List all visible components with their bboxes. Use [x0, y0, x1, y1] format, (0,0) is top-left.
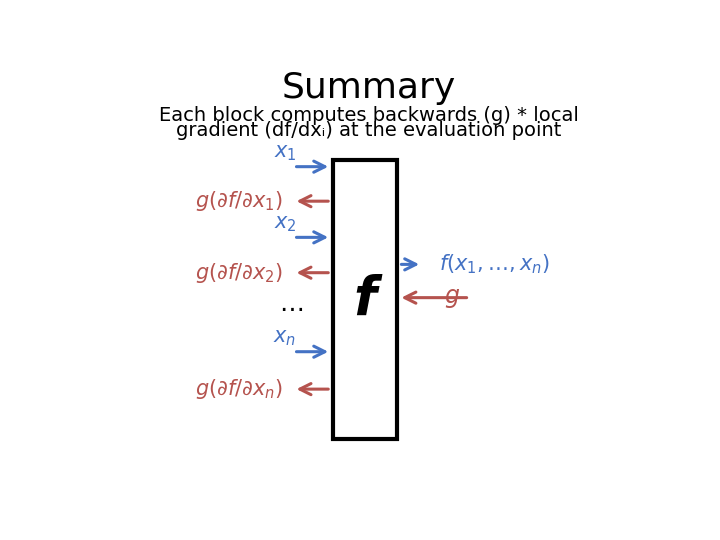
Text: $g(\partial f/\partial x_n)$: $g(\partial f/\partial x_n)$ — [194, 377, 282, 401]
Text: Summary: Summary — [282, 71, 456, 105]
Text: $x_1$: $x_1$ — [274, 143, 297, 163]
Text: $g$: $g$ — [444, 286, 460, 309]
Text: $f(x_1, \ldots, x_n)$: $f(x_1, \ldots, x_n)$ — [438, 253, 549, 276]
Text: $\cdots$: $\cdots$ — [279, 296, 303, 320]
Text: Each block computes backwards (g) * local: Each block computes backwards (g) * loca… — [159, 106, 579, 125]
Text: gradient (df/dxᵢ) at the evaluation point: gradient (df/dxᵢ) at the evaluation poin… — [176, 120, 562, 139]
Text: $x_2$: $x_2$ — [274, 214, 297, 234]
Text: f: f — [354, 274, 377, 326]
Text: $g(\partial f/\partial x_2)$: $g(\partial f/\partial x_2)$ — [194, 261, 282, 285]
Text: $x_n$: $x_n$ — [274, 328, 297, 348]
Bar — [333, 160, 397, 439]
Text: $g(\partial f/\partial x_1)$: $g(\partial f/\partial x_1)$ — [194, 189, 282, 213]
